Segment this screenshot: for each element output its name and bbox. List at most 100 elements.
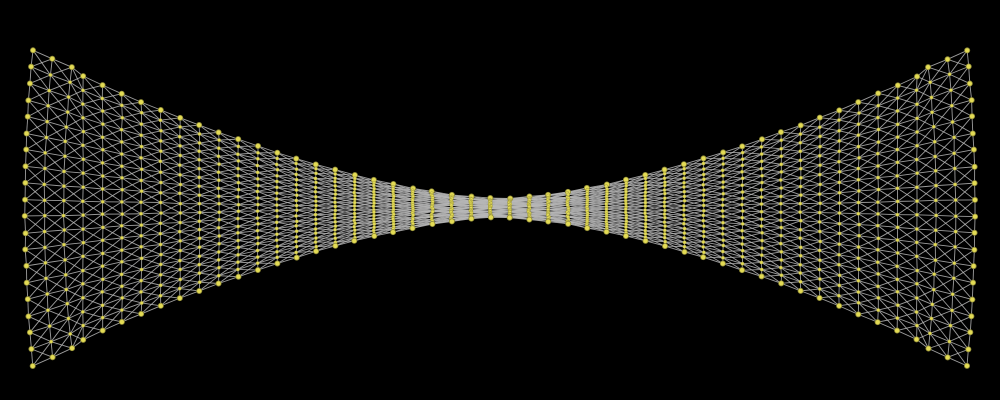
mesh-edge [761, 259, 782, 263]
mesh-edge [67, 303, 83, 313]
mesh-edge [935, 259, 955, 264]
mesh-edge [664, 186, 685, 195]
mesh-edge [684, 194, 704, 202]
mesh-edge [819, 183, 840, 194]
mesh-edge [742, 146, 762, 154]
mesh-edge [781, 281, 801, 284]
mesh-node [739, 267, 746, 274]
mesh-edge [121, 134, 142, 143]
mesh-edge [684, 231, 704, 234]
mesh-node [856, 144, 861, 149]
mesh-edge [742, 210, 762, 220]
mesh-node [332, 215, 337, 220]
mesh-edge [950, 89, 972, 101]
mesh-edge [160, 269, 181, 276]
mesh-edge [586, 223, 607, 225]
mesh-edge [198, 185, 220, 197]
mesh-node [22, 246, 29, 253]
mesh-edge [315, 209, 336, 216]
mesh-edge [742, 189, 762, 199]
mesh-edge [65, 289, 68, 304]
mesh-node [139, 289, 143, 294]
mesh-edge [683, 168, 704, 179]
mesh-node [28, 63, 35, 70]
mesh-edge [63, 185, 84, 188]
mesh-node [333, 183, 338, 188]
mesh-edge [296, 163, 316, 165]
mesh-node [333, 236, 338, 241]
mesh-node [235, 273, 242, 280]
mesh-edge [32, 356, 53, 367]
mesh-node [42, 245, 47, 250]
mesh-node [970, 146, 977, 153]
mesh-node [643, 197, 648, 202]
mesh-edge [509, 206, 530, 209]
mesh-edge [25, 231, 45, 234]
mesh-edge [334, 226, 355, 235]
mesh-edge [276, 200, 297, 206]
mesh-edge [315, 191, 336, 195]
mesh-edge [354, 211, 375, 218]
mesh-node [526, 216, 533, 223]
mesh-node [701, 182, 706, 187]
mesh-edge [26, 247, 46, 267]
mesh-node [178, 277, 183, 282]
mesh-node [215, 129, 222, 136]
mesh-node [333, 224, 338, 228]
mesh-node [197, 193, 202, 198]
mesh-edge [780, 264, 801, 269]
mesh-edge [218, 247, 239, 261]
mesh-edge [878, 297, 898, 306]
mesh-node [100, 199, 105, 204]
mesh-edge [929, 325, 951, 334]
mesh-node [158, 159, 163, 164]
mesh-edge [334, 197, 355, 200]
mesh-edge [896, 330, 917, 340]
mesh-edge [664, 221, 684, 225]
mesh-node [721, 220, 725, 225]
mesh-edge [761, 163, 782, 177]
mesh-edge [528, 198, 549, 203]
mesh-edge [897, 283, 918, 293]
mesh-edge [742, 138, 763, 154]
mesh-edge [761, 139, 782, 155]
mesh-node [701, 203, 706, 208]
mesh-edge [296, 205, 317, 211]
mesh-node [294, 182, 299, 187]
mesh-edge [48, 81, 71, 92]
mesh-node [721, 255, 725, 260]
mesh-edge [296, 174, 316, 179]
mesh-edge [703, 231, 724, 241]
mesh-edge [431, 213, 452, 218]
mesh-edge [373, 191, 394, 197]
mesh-node [352, 224, 357, 229]
mesh-edge [28, 309, 49, 317]
mesh-edge [46, 105, 49, 122]
mesh-node [682, 185, 686, 189]
mesh-edge [121, 280, 142, 299]
mesh-edge [218, 155, 239, 162]
mesh-edge [954, 133, 973, 138]
mesh-node [759, 260, 764, 265]
mesh-edge [587, 214, 607, 216]
mesh-edge [858, 92, 879, 103]
mesh-edge [276, 189, 297, 194]
mesh-edge [703, 214, 724, 217]
mesh-edge [931, 318, 951, 327]
mesh-edge [742, 250, 762, 256]
mesh-edge [160, 171, 181, 176]
mesh-edge [68, 96, 84, 105]
mesh-node [798, 227, 803, 232]
mesh-node [120, 284, 124, 289]
mesh-edge [703, 251, 723, 253]
mesh-node [623, 195, 628, 200]
mesh-node [816, 114, 823, 121]
mesh-edge [929, 318, 932, 334]
mesh-node [294, 239, 299, 244]
mesh-edge [82, 200, 103, 215]
mesh-node [944, 354, 951, 361]
mesh-node [42, 182, 47, 187]
mesh-edge [180, 264, 200, 270]
mesh-node [682, 189, 687, 194]
mesh-edge [198, 124, 219, 133]
